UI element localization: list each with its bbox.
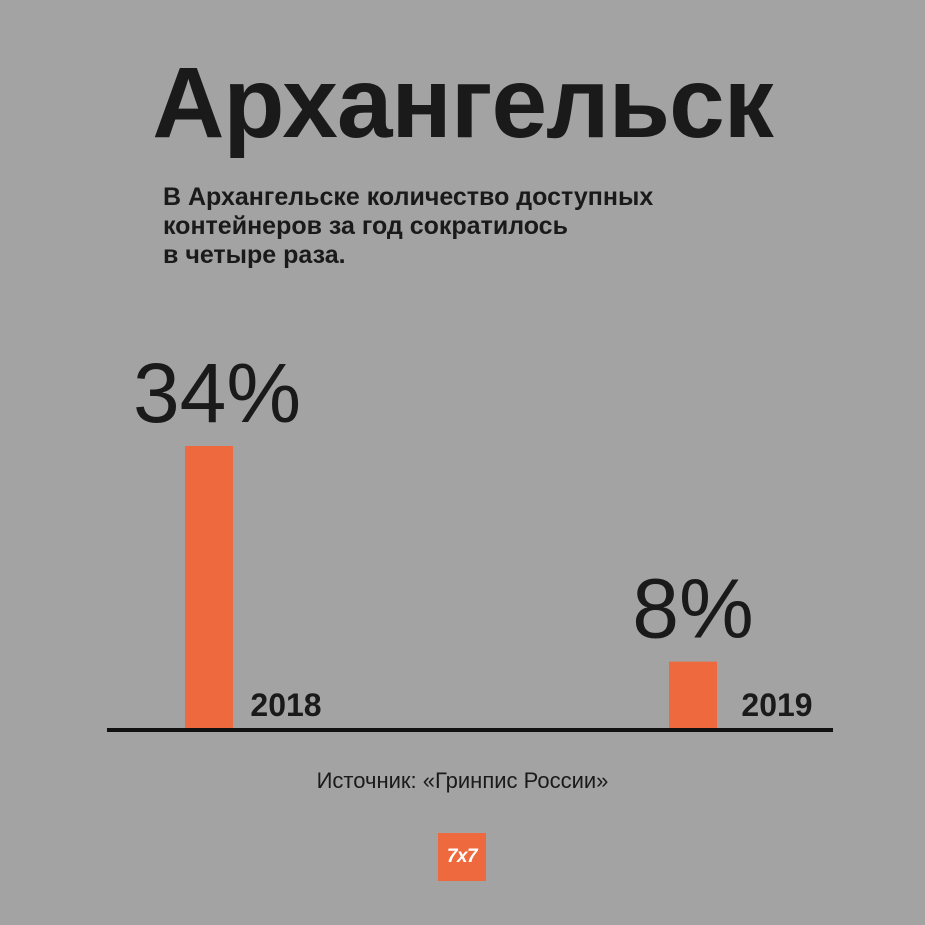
category-label-2019: 2019 (741, 687, 812, 723)
bar-2018 (185, 446, 233, 728)
value-label-2018: 34% (133, 346, 301, 440)
value-label-2019: 8% (632, 562, 753, 656)
page-title: Архангельск (152, 47, 774, 159)
page-subtitle: В Архангельске количество доступных конт… (163, 183, 654, 269)
brand-logo[interactable]: 7x7 (438, 833, 486, 881)
category-label-2018: 2018 (250, 687, 321, 723)
source-caption: Источник: «Гринпис России» (316, 768, 609, 793)
bar-2019 (669, 661, 717, 728)
